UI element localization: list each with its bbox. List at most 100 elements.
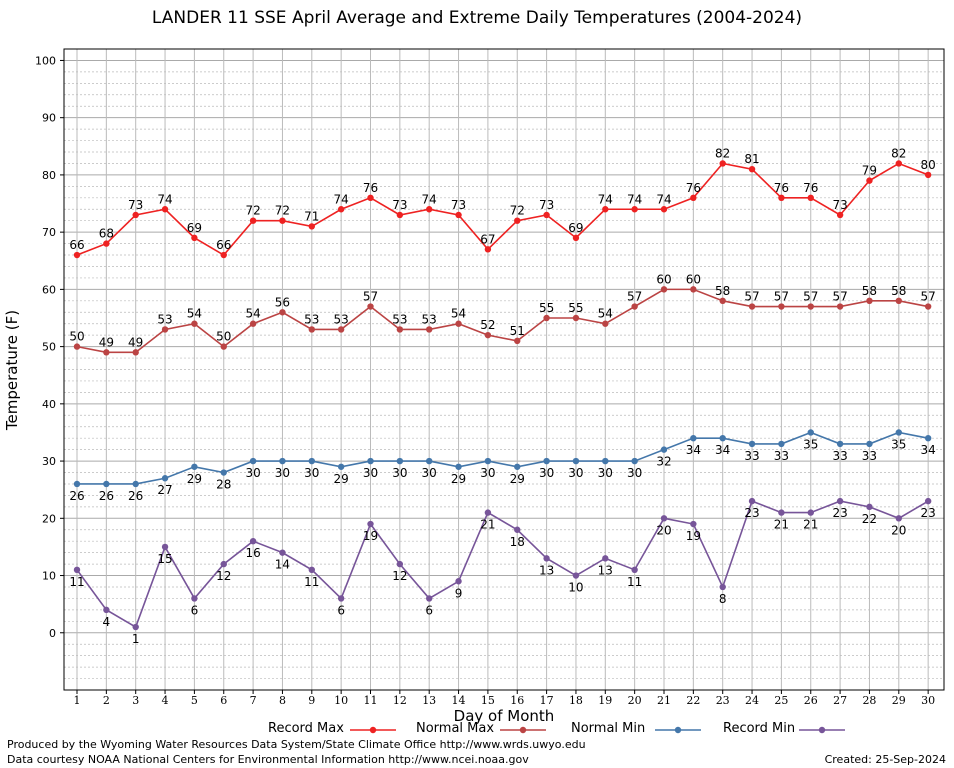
record-min-data-label: 12 [392, 569, 407, 583]
normal-max-point [748, 303, 756, 310]
record-max-data-label: 81 [744, 152, 759, 166]
x-axis-label: Day of Month [454, 707, 555, 725]
x-tick-label: 18 [569, 694, 583, 707]
record-min-point [484, 509, 492, 516]
normal-min-data-label: 35 [891, 437, 906, 451]
grid-layer [64, 49, 944, 691]
record-min-point [249, 537, 257, 545]
normal-max-point [396, 326, 404, 333]
record-min-point [778, 509, 785, 516]
record-max-data-label: 68 [99, 227, 114, 241]
record-max-point [572, 234, 580, 242]
y-tick-label: 50 [42, 341, 56, 354]
x-tick-label: 14 [452, 694, 466, 707]
record-max-data-label: 73 [832, 198, 847, 212]
legend-marker-sample [674, 726, 682, 734]
footer-data-courtesy: Data courtesy NOAA National Centers for … [7, 753, 529, 766]
record-min-point [543, 555, 550, 562]
normal-max-point [73, 343, 81, 350]
normal-max-point [924, 303, 932, 310]
normal-min-point [484, 457, 492, 465]
record-max-point [660, 206, 668, 213]
record-min-point [279, 549, 286, 556]
record-min-data-label: 23 [744, 506, 759, 520]
record-max-point [191, 234, 198, 242]
record-min-data-label: 6 [191, 603, 199, 617]
x-tick-label: 6 [220, 694, 227, 707]
normal-min-data-label: 29 [451, 472, 466, 486]
record-max-data-label: 76 [774, 181, 789, 195]
record-min-line [76, 500, 929, 629]
normal-max-point [337, 326, 345, 333]
x-tick-label: 24 [745, 694, 759, 707]
record-max-point [602, 206, 609, 213]
normal-min-point [308, 457, 315, 465]
normal-min-data-label: 30 [245, 466, 260, 480]
record-max-point [690, 194, 697, 202]
record-min-data-label: 16 [245, 546, 260, 560]
normal-min-data-label: 32 [656, 455, 671, 469]
record-min-point [895, 515, 902, 522]
x-tick-label: 16 [510, 694, 524, 707]
normal-min-point [866, 440, 873, 448]
record-min-point [103, 606, 110, 614]
record-min-point [924, 497, 932, 505]
normal-min-line [77, 431, 929, 485]
x-tick-label: 25 [774, 694, 788, 707]
normal-min-point [337, 463, 345, 470]
normal-max-point [631, 303, 638, 310]
record-max-point [249, 217, 257, 224]
record-min-point [132, 623, 139, 631]
record-min-point [161, 543, 169, 551]
y-tick-label: 40 [42, 398, 56, 411]
record-max-point [836, 211, 844, 219]
normal-max-point [602, 320, 609, 327]
normal-max-data-label: 53 [334, 312, 349, 326]
record-min-data-label: 13 [539, 563, 554, 577]
normal-max-data-label: 54 [187, 307, 202, 321]
normal-max-data-label: 58 [891, 284, 906, 298]
normal-max-data-label: 57 [803, 290, 818, 304]
record-min-point [660, 515, 668, 522]
normal-max-data-label: 55 [539, 301, 554, 315]
record-max-point [514, 217, 521, 224]
y-tick-label: 20 [42, 512, 56, 525]
legend-record-max-marker [350, 726, 396, 734]
record-max-point [220, 251, 227, 259]
normal-max-point [161, 326, 169, 333]
normal-max-data-label: 57 [363, 290, 378, 304]
record-min-data-label: 22 [862, 512, 877, 526]
normal-min-point [602, 457, 609, 465]
normal-max-data-label: 58 [715, 284, 730, 298]
y-tick-label: 0 [49, 627, 56, 640]
legend-record-max-label: Record Max [268, 721, 344, 736]
normal-max-point [572, 314, 580, 322]
record-max-data-label: 69 [187, 221, 202, 235]
record-min-data-label: 11 [304, 575, 319, 589]
normal-min-point [279, 457, 286, 465]
x-tick-label: 3 [132, 694, 139, 707]
record-max-data-label: 74 [627, 192, 642, 206]
legend-marker-sample [369, 726, 377, 734]
legend-normal-max-marker [500, 726, 546, 734]
record-max-data-label: 76 [803, 181, 818, 195]
legend-normal-max-label: Normal Max [416, 721, 495, 736]
normal-max-data-label: 58 [862, 284, 877, 298]
y-tick-label: 30 [42, 455, 56, 468]
record-max-data-label: 82 [891, 146, 906, 160]
normal-max-data-label: 57 [744, 290, 759, 304]
normal-max-point [895, 297, 902, 305]
record-max-point [337, 206, 345, 213]
normal-max-point [132, 349, 139, 356]
record-max-data-label: 74 [157, 192, 172, 206]
record-min-point [807, 509, 814, 516]
legend-normal-min-marker [655, 726, 701, 734]
normal-max-data-label: 49 [99, 335, 114, 349]
normal-min-data-label: 26 [69, 489, 84, 503]
normal-max-data-label: 54 [598, 307, 613, 321]
normal-min-point [396, 457, 404, 465]
legend-normal-min-label: Normal Min [571, 721, 646, 736]
record-min-point [602, 555, 609, 562]
record-min-point [572, 572, 580, 579]
